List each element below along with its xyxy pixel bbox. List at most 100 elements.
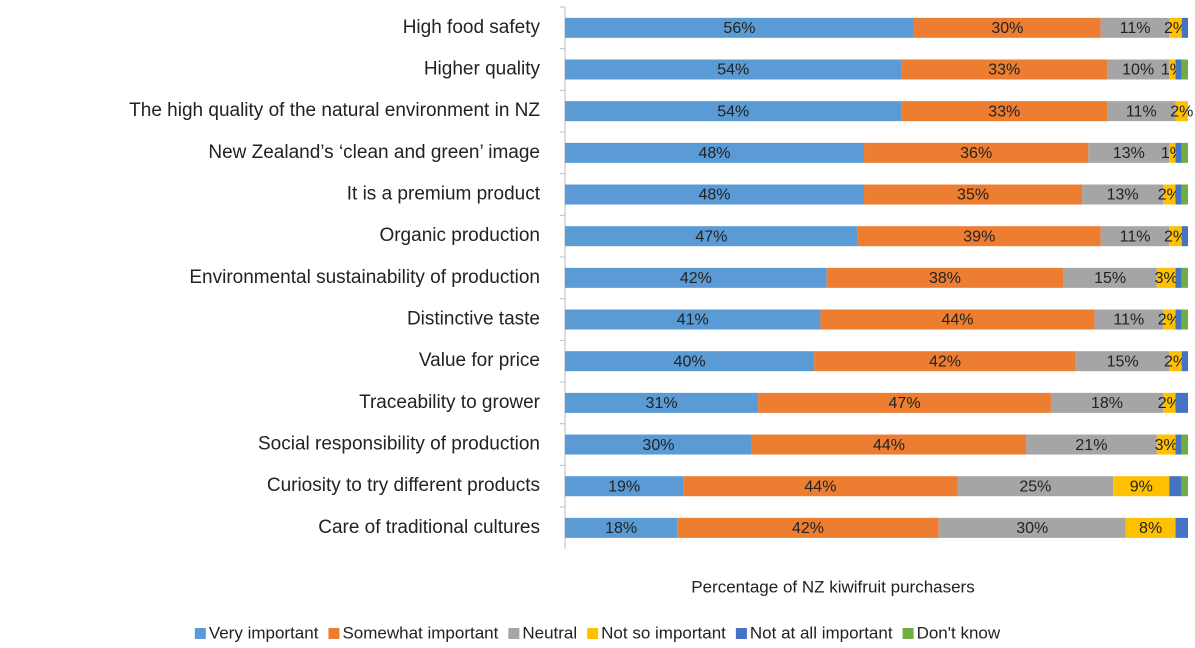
- bar-segment: [1181, 267, 1188, 288]
- legend-label: Not so important: [601, 623, 726, 642]
- x-axis-label: Percentage of NZ kiwifruit purchasers: [691, 577, 974, 596]
- data-label: 36%: [960, 145, 992, 162]
- bar-segment: [1181, 17, 1188, 38]
- data-label: 25%: [1019, 478, 1051, 495]
- bar-segment: [1163, 392, 1176, 413]
- data-label: 47%: [889, 395, 921, 412]
- data-label: 44%: [804, 478, 836, 495]
- category-label: Curiosity to try different products: [267, 475, 540, 496]
- data-label: 10%: [1122, 62, 1154, 79]
- bar-segment: [677, 517, 939, 538]
- data-label: 19%: [608, 478, 640, 495]
- data-label: 11%: [1113, 312, 1144, 329]
- bar-segment: [683, 476, 958, 497]
- bar-segment: [1169, 142, 1176, 163]
- category-label: Value for price: [419, 350, 540, 371]
- bar-segment: [1026, 434, 1157, 455]
- bar-segment: [1175, 309, 1182, 330]
- category-label: Organic production: [379, 225, 540, 246]
- bar-segment: [565, 17, 914, 38]
- bar-segment: [565, 59, 902, 80]
- data-label: 40%: [674, 353, 706, 370]
- data-label: 54%: [717, 62, 749, 79]
- legend-label: Not at all important: [750, 623, 893, 642]
- bar-segment: [1156, 434, 1176, 455]
- category-label: High food safety: [403, 17, 541, 38]
- legend-label: Very important: [209, 623, 319, 642]
- data-label: 44%: [873, 437, 905, 454]
- bar-segment: [1181, 434, 1188, 455]
- bar-segment: [857, 226, 1101, 247]
- data-label: 8%: [1139, 520, 1162, 537]
- data-label: 48%: [699, 145, 731, 162]
- bar-segment: [1175, 267, 1182, 288]
- bar-segment: [1169, 59, 1176, 80]
- bar-segment: [565, 226, 858, 247]
- data-label: 3%: [1155, 270, 1178, 287]
- bar-segment: [1181, 351, 1188, 372]
- bar-segment: [565, 309, 821, 330]
- bar-segment: [1175, 59, 1182, 80]
- category-label: It is a premium product: [347, 184, 541, 205]
- legend-swatch: [508, 628, 520, 639]
- bar-segment: [1107, 59, 1170, 80]
- bar-segment: [901, 101, 1108, 122]
- bar-segment: [565, 392, 759, 413]
- bar-segment: [1175, 142, 1182, 163]
- legend-swatch: [328, 628, 340, 639]
- data-label: 31%: [646, 395, 678, 412]
- bar-segment: [1075, 351, 1170, 372]
- bar-segment: [1063, 267, 1157, 288]
- bar-segment: [1175, 184, 1182, 205]
- category-label: Distinctive taste: [407, 309, 540, 330]
- data-label: 33%: [988, 103, 1020, 120]
- data-label: 48%: [699, 187, 731, 204]
- data-label: 2%: [1170, 103, 1193, 120]
- data-label: 15%: [1094, 270, 1126, 287]
- data-label: 2%: [1164, 20, 1187, 37]
- bar-segment: [1156, 267, 1176, 288]
- category-label: Traceability to grower: [359, 392, 541, 413]
- bar-segment: [1088, 142, 1170, 163]
- data-label: 30%: [1016, 520, 1048, 537]
- bar-segment: [1169, 476, 1182, 497]
- bar-segment: [1169, 351, 1182, 372]
- data-label: 13%: [1107, 187, 1139, 204]
- bar-segment: [1175, 101, 1188, 122]
- bar-segment: [1181, 476, 1188, 497]
- data-label: 42%: [792, 520, 824, 537]
- bar-segment: [565, 184, 865, 205]
- category-label: Social responsibility of production: [258, 434, 540, 455]
- bar-segment: [1181, 59, 1188, 80]
- bar-segment: [1100, 17, 1170, 38]
- data-label: 35%: [957, 187, 989, 204]
- legend-label: Somewhat important: [342, 623, 498, 642]
- bar-segment: [957, 476, 1114, 497]
- data-label: 44%: [941, 312, 973, 329]
- bar-segment: [826, 267, 1064, 288]
- bar-segment: [1100, 226, 1170, 247]
- bar-segment: [901, 59, 1108, 80]
- data-label: 33%: [988, 62, 1020, 79]
- bar-segment: [565, 351, 815, 372]
- bar-segment: [913, 17, 1101, 38]
- bar-segment: [565, 267, 827, 288]
- data-label: 41%: [677, 312, 709, 329]
- data-label: 18%: [1091, 395, 1123, 412]
- category-label: New Zealand’s ‘clean and green’ image: [208, 142, 540, 163]
- bar-segment: [820, 309, 1095, 330]
- bar-segment: [565, 101, 902, 122]
- legend-label: Neutral: [522, 623, 577, 642]
- data-label: 15%: [1107, 353, 1139, 370]
- bar-segment: [1125, 517, 1176, 538]
- data-label: 13%: [1113, 145, 1145, 162]
- legend-label: Don't know: [917, 623, 1001, 642]
- data-label: 30%: [991, 20, 1023, 37]
- data-label: 47%: [695, 228, 727, 245]
- bar-segment: [1175, 434, 1182, 455]
- data-label: 56%: [723, 20, 755, 37]
- bar-segment: [565, 517, 678, 538]
- bar-segment: [1163, 184, 1176, 205]
- bar-segment: [1169, 226, 1182, 247]
- data-label: 9%: [1130, 478, 1153, 495]
